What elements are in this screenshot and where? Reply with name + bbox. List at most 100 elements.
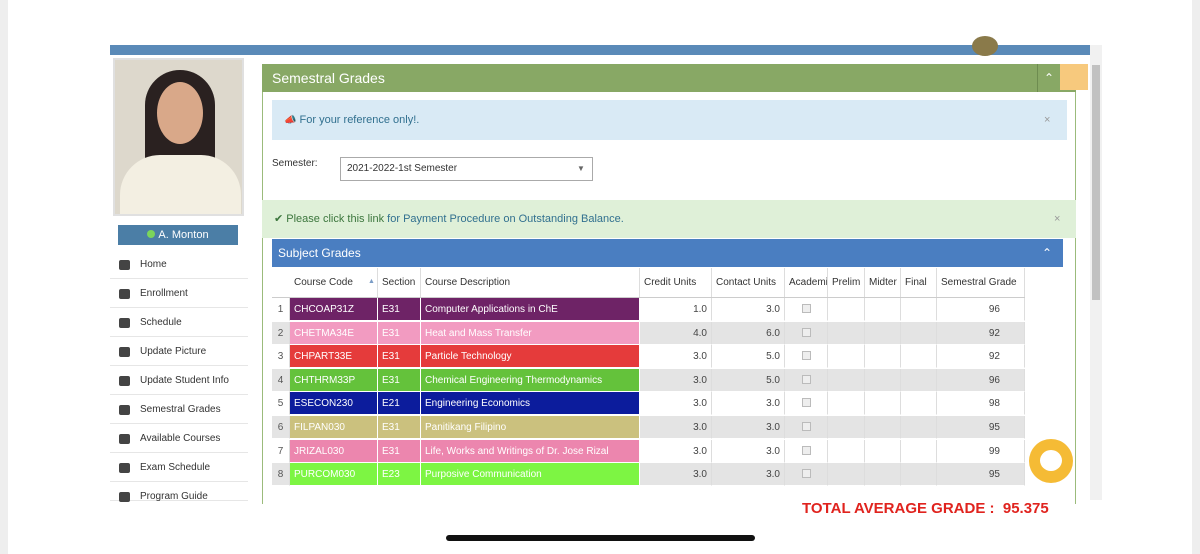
cell: Life, Works and Writings of Dr. Jose Riz… [421,439,640,463]
cell: 5.0 [712,368,785,392]
menu-icon [119,463,130,473]
menu-item[interactable]: Enrollment [110,279,248,308]
cell: ESECON230 [290,392,378,416]
cell: 92 [937,345,1025,369]
menu-item[interactable]: Update Picture [110,337,248,366]
close-button[interactable]: × [1054,213,1061,225]
menu-item[interactable]: Schedule [110,308,248,337]
column-header: Final [901,268,937,297]
menu-label: Exam Schedule [140,462,211,473]
panel-header: Semestral Grades ⌃ [262,64,1088,92]
cell: 3 [272,345,290,369]
menu-label: Enrollment [140,288,188,299]
cell: 3.0 [712,298,785,321]
cell [865,439,901,463]
cell: 99 [937,439,1025,463]
success-alert: ✔ Please click this link for Payment Pro… [262,200,1076,238]
cell: Panitikang Filipino [421,416,640,439]
menu-icon [119,405,130,415]
cell: 3.0 [640,416,712,439]
cell [865,298,901,321]
cell: E31 [378,345,421,369]
menu-label: Available Courses [140,433,221,444]
sort-icon[interactable]: ▲ [368,278,375,285]
menu-label: Update Student Info [140,375,229,386]
cell [865,368,901,392]
close-button[interactable]: × [1044,114,1051,126]
menu-item[interactable]: Exam Schedule [110,453,248,482]
collapse-button[interactable]: ⌃ [1044,71,1055,85]
collapse-button[interactable]: ⌃ [1042,246,1053,260]
cell [865,416,901,439]
menu-item[interactable]: Available Courses [110,424,248,453]
column-header: Section [378,268,421,297]
menu-item[interactable]: Update Student Info [110,366,248,395]
cell: 3.0 [712,463,785,487]
cell: 6 [272,416,290,439]
cell: 3.0 [640,345,712,369]
menu-label: Home [140,259,167,270]
cell [828,416,865,439]
cell: CHPART33E [290,345,378,369]
cell: Heat and Mass Transfer [421,321,640,345]
checkbox [802,304,811,313]
cell: CHCOAP31Z [290,298,378,321]
cell: Purposive Communication [421,463,640,487]
notice-text: For your reference only!. [299,114,420,126]
column-header: Course Code [290,268,378,297]
cell [828,392,865,416]
cell: 5.0 [712,345,785,369]
column-header-row [272,267,1025,298]
cell: 4.0 [640,321,712,345]
menu-label: Update Picture [140,346,207,357]
cell [901,416,937,439]
menu-icon [119,376,130,386]
table-title: Subject Grades [278,246,361,260]
cell: 3.0 [712,439,785,463]
menu-item[interactable]: Semestral Grades [110,395,248,424]
cell [785,439,828,463]
home-indicator [446,535,755,541]
menu-label: Schedule [140,317,182,328]
cell [901,368,937,392]
scroll-thumb[interactable] [1092,65,1100,300]
cell: FILPAN030 [290,416,378,439]
payment-link[interactable]: for Payment Procedure on Outstanding Bal… [387,213,624,225]
scrollbar[interactable] [1090,45,1102,500]
cell [828,439,865,463]
cell: 95 [937,416,1025,439]
payment-prefix: Please click this link [286,213,385,225]
cell: E31 [378,439,421,463]
menu-icon [119,260,130,270]
cell: 2 [272,321,290,345]
cell [865,463,901,487]
cell: Computer Applications in ChE [421,298,640,321]
column-header: Contact Units [712,268,785,297]
menu-item[interactable]: Home [110,250,248,279]
cell: 96 [937,368,1025,392]
menu-item[interactable]: Program Guide [110,482,248,502]
cell [901,463,937,487]
checkbox [802,445,811,455]
cell: 1.0 [640,298,712,321]
cell: 8 [272,463,290,487]
cell [865,392,901,416]
settings-button[interactable] [1060,64,1088,90]
cell [785,298,828,321]
total-value: 95.375 [1002,500,1049,517]
cell [865,321,901,345]
semester-value: 2021-2022-1st Semester [347,163,458,174]
cell: 3.0 [640,439,712,463]
cell [785,416,828,439]
top-bar [110,45,1090,55]
semester-select[interactable]: 2021-2022-1st Semester ▼ [340,157,593,181]
face [157,82,203,144]
messenger-button[interactable] [1029,439,1073,483]
total-average: TOTAL AVERAGE GRADE : 95.375 [802,500,1049,517]
menu-icon [119,289,130,299]
profile-photo [113,58,244,216]
cell: E23 [378,463,421,487]
cell [785,392,828,416]
cell: CHETMA34E [290,321,378,345]
